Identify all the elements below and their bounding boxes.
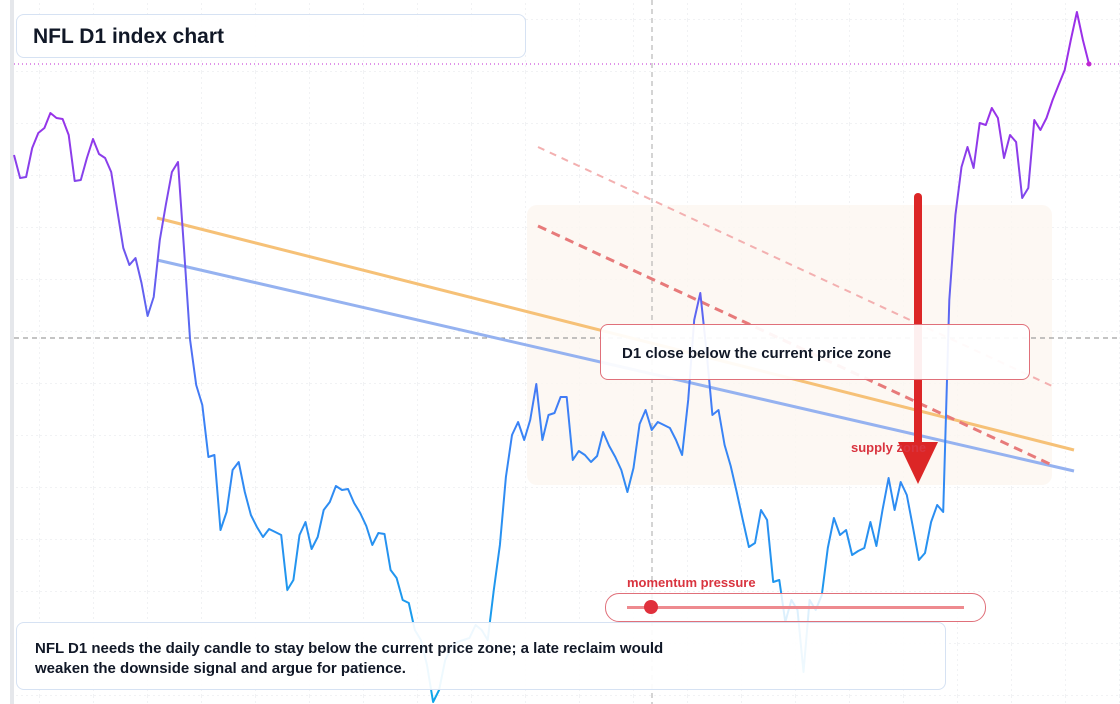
left-edge	[10, 0, 14, 704]
series-layer	[13, 11, 1092, 703]
arrow-head	[898, 442, 938, 484]
momentum-knob	[644, 600, 658, 614]
note-text: NFL D1 needs the daily candle to stay be…	[35, 640, 664, 677]
callout: D1 close below the current price zone	[600, 324, 1030, 380]
last-point	[1086, 61, 1092, 67]
momentum-label: momentum pressure	[627, 575, 756, 590]
title: NFL D1 index chart	[16, 14, 526, 58]
momentum-panel	[605, 593, 986, 622]
zone-label: supply zone	[851, 440, 927, 455]
price-line	[13, 11, 1090, 703]
note: NFL D1 needs the daily candle to stay be…	[16, 622, 946, 690]
momentum-track	[627, 606, 964, 609]
channel-lower	[537, 224, 1053, 467]
